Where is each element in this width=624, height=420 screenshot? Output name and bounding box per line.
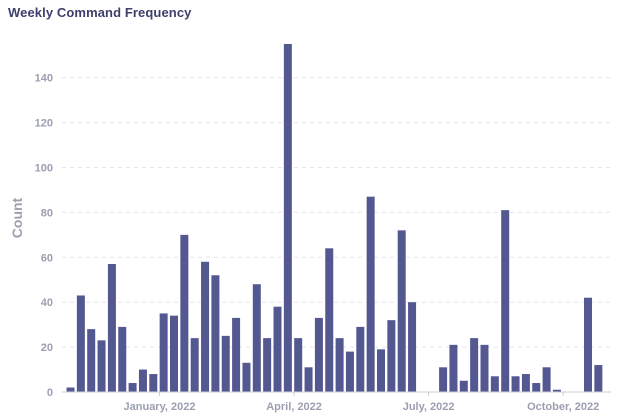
bar [335,338,344,392]
bar [76,295,85,392]
bar [242,362,251,392]
bar [459,380,468,392]
bar [263,338,272,392]
bar [138,369,147,392]
bar [170,315,178,392]
bar [552,389,561,392]
bar [221,335,230,392]
x-tick-label: April, 2022 [266,401,322,413]
y-axis-title: Count [9,197,25,238]
bar [252,284,261,392]
bar [490,376,499,392]
bar [118,326,127,392]
x-tick-label: January, 2022 [124,401,196,413]
bars [66,44,603,392]
bar [149,374,158,392]
bar [594,365,603,392]
bar [356,326,365,392]
bar [532,383,541,392]
bar [87,329,96,392]
bar [294,338,303,392]
bar [314,317,323,392]
bar [97,340,106,392]
y-tick-label: 20 [41,342,53,354]
grid-lines [62,77,611,348]
y-axis: 0 20 40 60 80 100 120 140 [35,73,53,399]
bar [449,344,458,392]
bar [387,320,396,392]
bar [128,383,137,392]
x-tick-label: October, 2022 [527,401,599,413]
bar [501,210,510,392]
bar [511,376,520,392]
bar [232,317,241,392]
bar [408,302,417,392]
chart-title: Weekly Command Frequency [8,5,192,20]
bar [397,230,406,392]
x-axis: January, 2022 April, 2022 July, 2022 Octobe… [124,392,599,413]
bar [66,387,75,392]
bar [345,351,354,392]
bar [439,367,448,392]
y-tick-label: 0 [47,387,53,399]
y-tick-label: 100 [35,162,53,174]
bar [283,44,292,392]
bar [201,261,210,392]
bar [584,297,592,392]
bar [304,367,313,392]
bar [366,196,375,392]
bar [273,306,282,392]
bar [107,264,116,392]
bar [159,313,168,392]
bar [470,338,479,392]
y-tick-label: 40 [41,297,53,309]
y-tick-label: 80 [41,207,53,219]
bar [542,367,551,392]
bar [190,338,199,392]
bar [480,344,489,392]
y-tick-label: 140 [35,73,53,85]
bar [377,349,385,392]
bar [325,248,334,392]
x-tick-label: July, 2022 [403,401,455,413]
bar [211,275,220,392]
bar [521,374,530,392]
y-tick-label: 60 [41,252,53,264]
y-tick-label: 120 [35,118,53,130]
bar [180,234,189,392]
